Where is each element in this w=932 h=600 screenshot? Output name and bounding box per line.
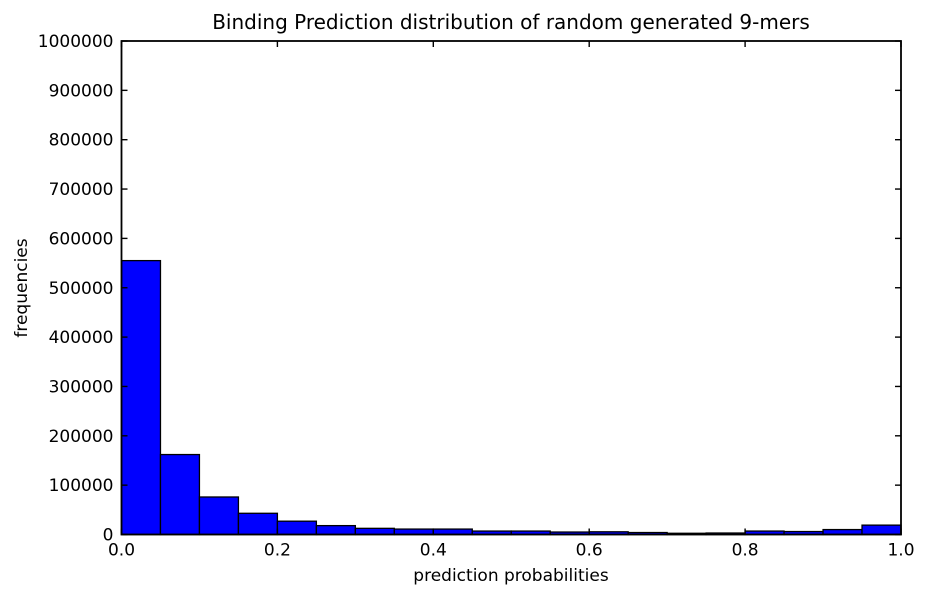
- histogram-bar: [198, 496, 240, 536]
- x-tick-label: 0.4: [420, 541, 447, 561]
- y-tick-label: 600000: [49, 229, 114, 249]
- histogram-bar: [237, 512, 279, 536]
- histogram-bar: [861, 524, 902, 536]
- y-tick-label: 1000000: [38, 32, 114, 52]
- y-tick-label: 300000: [49, 377, 114, 397]
- y-tick-label: 100000: [49, 476, 114, 496]
- x-axis-label: prediction probabilities: [413, 566, 609, 586]
- y-tick-label: 200000: [49, 427, 114, 447]
- x-tick-label: 0.2: [264, 541, 291, 561]
- chart-title: Binding Prediction distribution of rando…: [212, 10, 810, 34]
- y-tick-label: 0: [103, 526, 114, 546]
- x-tick-label: 0.6: [576, 541, 603, 561]
- y-tick-label: 500000: [49, 279, 114, 299]
- histogram-bar: [159, 453, 201, 536]
- y-tick-label: 400000: [49, 328, 114, 348]
- histogram-bar: [315, 524, 357, 536]
- x-tick-label: 1.0: [887, 541, 914, 561]
- y-tick-label: 800000: [49, 131, 114, 151]
- y-axis-label: frequencies: [12, 238, 32, 338]
- histogram-bar: [354, 527, 395, 536]
- y-tick-label: 700000: [49, 180, 114, 200]
- y-tick-label: 900000: [49, 81, 114, 101]
- plot-spines: [120, 40, 902, 536]
- histogram-bar: [120, 259, 162, 536]
- x-tick-label: 0.8: [732, 541, 759, 561]
- histogram-bar: [276, 520, 318, 536]
- x-tick-label: 0.0: [108, 541, 135, 561]
